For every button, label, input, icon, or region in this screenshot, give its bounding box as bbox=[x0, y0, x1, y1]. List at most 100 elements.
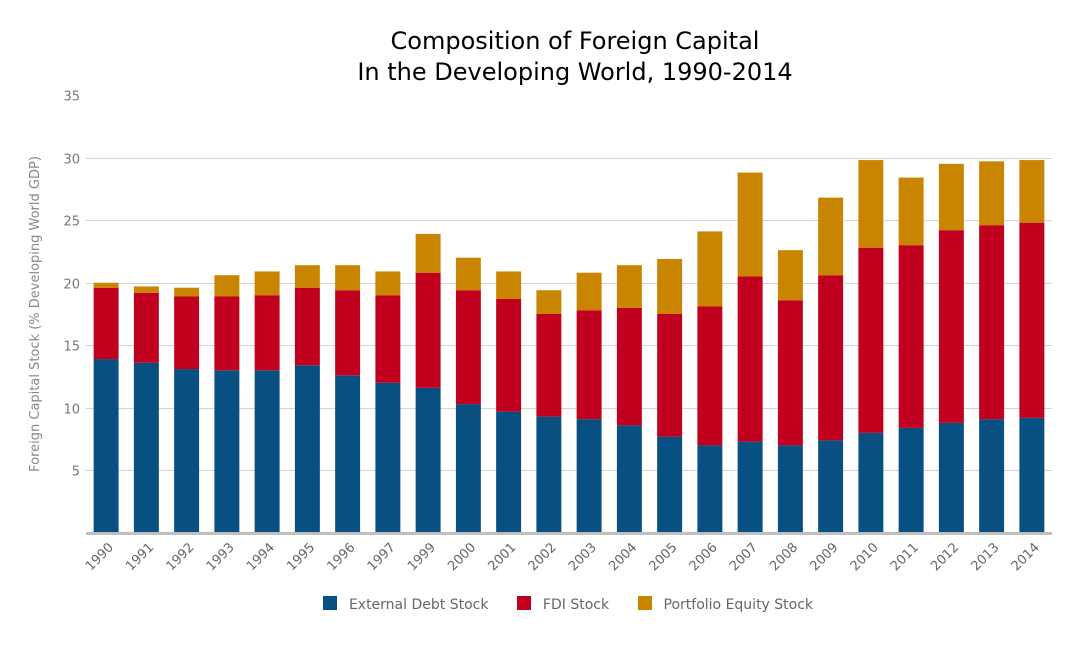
bar-portfolio-equity-stock-1992 bbox=[174, 287, 200, 297]
bar-external-debt-stock-2007 bbox=[737, 441, 763, 533]
y-tick-label: 10 bbox=[63, 403, 80, 418]
bar-portfolio-equity-stock-2007 bbox=[737, 172, 763, 277]
bar-stack-2013 bbox=[979, 161, 1005, 533]
y-tick-label: 15 bbox=[63, 340, 80, 355]
gridlines bbox=[86, 158, 1052, 471]
bar-external-debt-stock-2000 bbox=[455, 404, 481, 533]
bar-stack-2003 bbox=[576, 272, 602, 533]
x-tick-label: 2009 bbox=[807, 540, 841, 574]
bar-fdi-stock-1991 bbox=[133, 292, 159, 363]
bar-stack-2004 bbox=[616, 265, 642, 533]
bar-fdi-stock-2006 bbox=[697, 306, 723, 446]
bar-external-debt-stock-1996 bbox=[335, 375, 361, 533]
bar-portfolio-equity-stock-2000 bbox=[455, 257, 481, 291]
bar-fdi-stock-2001 bbox=[496, 298, 522, 412]
bar-external-debt-stock-2003 bbox=[576, 419, 602, 533]
bar-fdi-stock-2011 bbox=[898, 245, 924, 428]
bar-external-debt-stock-1995 bbox=[294, 365, 320, 533]
bar-stack-1992 bbox=[174, 287, 200, 533]
bar-portfolio-equity-stock-1999 bbox=[415, 233, 441, 273]
x-tick-label: 1994 bbox=[244, 540, 278, 574]
bar-external-debt-stock-2009 bbox=[818, 440, 844, 533]
bar-stack-2012 bbox=[938, 163, 964, 533]
x-tick-label: 2002 bbox=[526, 540, 560, 574]
bar-external-debt-stock-2008 bbox=[777, 445, 803, 533]
bar-portfolio-equity-stock-1991 bbox=[133, 286, 159, 293]
bar-portfolio-equity-stock-2011 bbox=[898, 177, 924, 246]
x-tick-label: 2000 bbox=[445, 540, 479, 574]
bar-fdi-stock-2000 bbox=[455, 290, 481, 405]
y-tick-label: 30 bbox=[63, 153, 80, 168]
bar-fdi-stock-1990 bbox=[93, 287, 119, 360]
legend-item-fdi[interactable]: FDI Stock bbox=[516, 596, 609, 613]
bar-portfolio-equity-stock-2012 bbox=[938, 163, 964, 231]
bar-stack-1994 bbox=[254, 271, 280, 533]
x-tick-label: 2006 bbox=[687, 540, 721, 574]
bar-portfolio-equity-stock-2005 bbox=[657, 258, 683, 314]
bar-portfolio-equity-stock-1997 bbox=[375, 271, 401, 296]
bar-external-debt-stock-2014 bbox=[1019, 417, 1045, 533]
x-tick-label: 1997 bbox=[365, 540, 399, 574]
bar-portfolio-equity-stock-2008 bbox=[777, 250, 803, 301]
bar-stack-1993 bbox=[214, 275, 240, 533]
bar-portfolio-equity-stock-2003 bbox=[576, 272, 602, 311]
bar-stack-2008 bbox=[777, 250, 803, 533]
bar-stack-2010 bbox=[858, 160, 884, 533]
x-tick-label: 1993 bbox=[204, 540, 238, 574]
bar-external-debt-stock-2001 bbox=[496, 411, 522, 533]
bar-portfolio-equity-stock-2014 bbox=[1019, 160, 1045, 223]
bar-external-debt-stock-1999 bbox=[415, 387, 441, 533]
legend-swatch-external-debt bbox=[322, 596, 337, 610]
bar-external-debt-stock-2006 bbox=[697, 445, 723, 533]
bar-fdi-stock-2004 bbox=[616, 307, 642, 426]
bar-stack-2009 bbox=[818, 197, 844, 533]
bar-fdi-stock-2010 bbox=[858, 247, 884, 433]
x-tick-label: 2003 bbox=[566, 540, 600, 574]
bar-portfolio-equity-stock-1995 bbox=[294, 265, 320, 288]
x-tick-label: 2004 bbox=[606, 540, 640, 574]
bar-external-debt-stock-1991 bbox=[133, 362, 159, 533]
bar-portfolio-equity-stock-2013 bbox=[979, 161, 1005, 226]
bar-fdi-stock-2013 bbox=[979, 225, 1005, 420]
bar-external-debt-stock-2013 bbox=[979, 419, 1005, 533]
bar-external-debt-stock-1997 bbox=[375, 382, 401, 533]
y-axis-ticks: 5 10 15 20 25 30 35 bbox=[63, 90, 80, 480]
legend-label-portfolio-equity: Portfolio Equity Stock bbox=[663, 597, 814, 613]
y-axis-title: Foreign Capital Stock (% Developing Worl… bbox=[28, 156, 43, 472]
bar-portfolio-equity-stock-1994 bbox=[254, 271, 280, 296]
bar-stack-2006 bbox=[697, 231, 723, 533]
bar-portfolio-equity-stock-1993 bbox=[214, 275, 240, 297]
legend-swatch-portfolio-equity bbox=[637, 596, 652, 610]
bar-external-debt-stock-1994 bbox=[254, 370, 280, 533]
bar-fdi-stock-2014 bbox=[1019, 222, 1045, 418]
legend-item-external-debt[interactable]: External Debt Stock bbox=[322, 596, 488, 613]
bar-external-debt-stock-2011 bbox=[898, 427, 924, 533]
bar-portfolio-equity-stock-2002 bbox=[536, 290, 562, 314]
x-tick-label: 2007 bbox=[727, 540, 761, 574]
bar-stack-2014 bbox=[1019, 160, 1045, 533]
x-tick-label: 1992 bbox=[163, 540, 197, 574]
bar-stack-2007 bbox=[737, 172, 763, 533]
y-tick-label: 25 bbox=[63, 215, 80, 230]
bar-stack-2005 bbox=[657, 258, 683, 533]
bar-fdi-stock-1996 bbox=[335, 290, 361, 376]
bar-stack-1995 bbox=[294, 265, 320, 533]
x-tick-label: 2008 bbox=[767, 540, 801, 574]
legend-item-portfolio-equity[interactable]: Portfolio Equity Stock bbox=[637, 596, 814, 613]
x-tick-label: 1996 bbox=[324, 540, 358, 574]
chart-title-line-1: Composition of Foreign Capital bbox=[390, 27, 760, 55]
bar-fdi-stock-1994 bbox=[254, 295, 280, 371]
bar-fdi-stock-2002 bbox=[536, 314, 562, 417]
bar-portfolio-equity-stock-2006 bbox=[697, 231, 723, 307]
bar-portfolio-equity-stock-2010 bbox=[858, 160, 884, 248]
bar-external-debt-stock-1990 bbox=[93, 359, 119, 533]
bar-portfolio-equity-stock-1990 bbox=[93, 282, 119, 288]
x-tick-label: 2001 bbox=[485, 540, 519, 574]
y-tick-label: 5 bbox=[72, 465, 80, 480]
bar-fdi-stock-1992 bbox=[174, 296, 200, 370]
bar-portfolio-equity-stock-2004 bbox=[616, 265, 642, 308]
x-tick-label: 1991 bbox=[123, 540, 157, 574]
bar-external-debt-stock-2005 bbox=[657, 436, 683, 533]
x-axis-labels: 1990 1991 1992 1993 1994 1995 1996 1997 1999 2000… bbox=[83, 540, 1043, 574]
bar-external-debt-stock-1993 bbox=[214, 370, 240, 533]
